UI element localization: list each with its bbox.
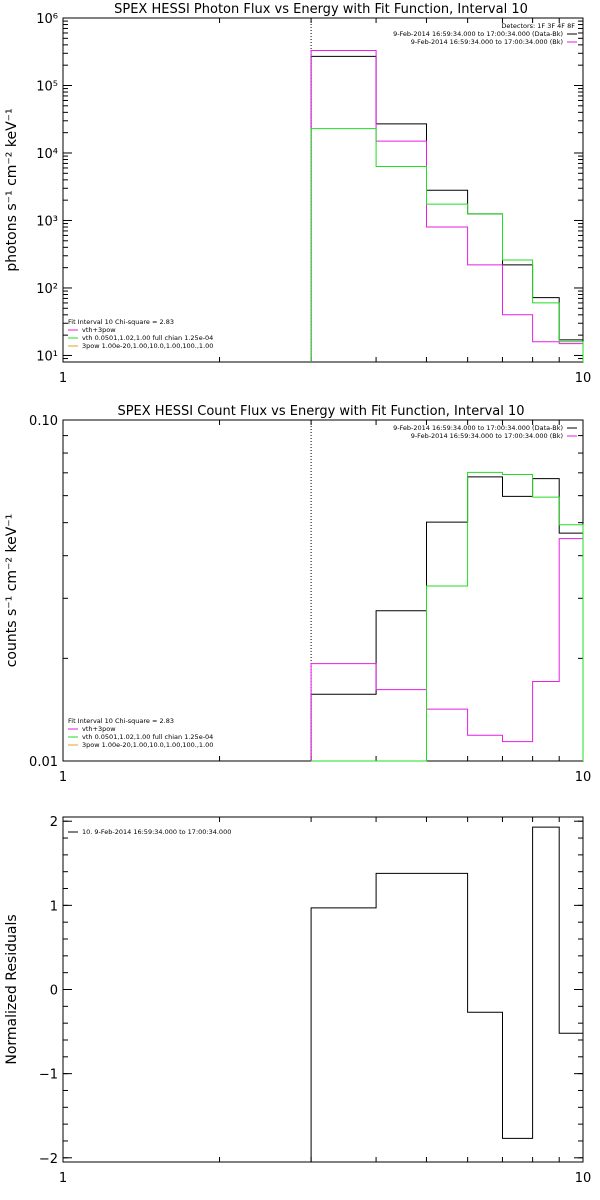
y-tick-label: 10³ (36, 214, 58, 229)
y-tick-label: 0.10 (29, 414, 58, 429)
series-black-step (310, 476, 584, 761)
series-green-step (310, 128, 584, 362)
x-tick-label: 10 (575, 371, 592, 386)
y-axis-label: counts s⁻¹ cm⁻² keV⁻¹ (4, 514, 20, 668)
y-tick-label: 1 (50, 899, 58, 914)
legend-entry: 3pow 1.00e-20,1.00,10.0,1.00,100.,1.00 (82, 342, 213, 350)
chart-title: SPEX HESSI Photon Flux vs Energy with Fi… (114, 2, 528, 17)
plot-frame (62, 17, 584, 363)
legend-entry: vth 0.0501,1.02,1.00 full chian 1.25e-04 (82, 334, 213, 342)
series-magenta-step (310, 50, 584, 362)
y-tick-label: 10⁶ (36, 12, 58, 27)
legend-entry: 9-Feb-2014 16:59:34.000 to 17:00:34.000 … (411, 432, 563, 440)
series-black-step (310, 826, 584, 1162)
y-tick-label: −1 (39, 1068, 58, 1083)
legend-entry: vth+3pow (82, 326, 116, 334)
y-axis-label: Normalized Residuals (4, 914, 20, 1064)
series-black-step (310, 55, 584, 362)
series-magenta-step (310, 538, 584, 761)
plot-frame (62, 419, 584, 762)
y-tick-label: 10⁵ (36, 79, 58, 94)
y-axis-label: photons s⁻¹ cm⁻² keV⁻¹ (4, 108, 20, 271)
legend-header: Detectors: 1F 3F 4F 8F (501, 22, 575, 30)
y-tick-label: 2 (50, 815, 58, 830)
fit-legend-header: Fit Interval 10 Chi-square = 2.83 (68, 717, 174, 725)
x-tick-label: 10 (575, 770, 592, 785)
legend-entry: 10. 9-Feb-2014 16:59:34.000 to 17:00:34.… (82, 828, 231, 836)
y-tick-label: 0.01 (29, 755, 58, 770)
x-tick-label: 10 (575, 1171, 592, 1186)
y-tick-label: 10² (36, 282, 58, 297)
plot-frame (62, 816, 584, 1163)
series-green-step (311, 471, 584, 762)
legend-entry: vth 0.0501,1.02,1.00 full chian 1.25e-04 (82, 733, 213, 741)
fit-legend-header: Fit Interval 10 Chi-square = 2.83 (68, 318, 174, 326)
y-tick-label: −2 (39, 1152, 58, 1167)
y-tick-label: 10⁴ (36, 147, 58, 162)
y-tick-label: 0 (50, 984, 58, 999)
legend-entry: 9-Feb-2014 16:59:34.000 to 17:00:34.000 … (411, 38, 563, 46)
x-tick-label: 1 (59, 770, 67, 785)
legend-entry: vth+3pow (82, 725, 116, 733)
legend-entry: 9-Feb-2014 16:59:34.000 to 17:00:34.000 … (393, 424, 563, 432)
y-tick-label: 10¹ (36, 349, 58, 364)
x-tick-label: 1 (59, 1171, 67, 1186)
legend-entry: 9-Feb-2014 16:59:34.000 to 17:00:34.000 … (393, 30, 563, 38)
x-tick-label: 1 (59, 371, 67, 386)
chart-title: SPEX HESSI Count Flux vs Energy with Fit… (117, 404, 524, 419)
legend-entry: 3pow 1.00e-20,1.00,10.0,1.00,100.,1.00 (82, 741, 213, 749)
